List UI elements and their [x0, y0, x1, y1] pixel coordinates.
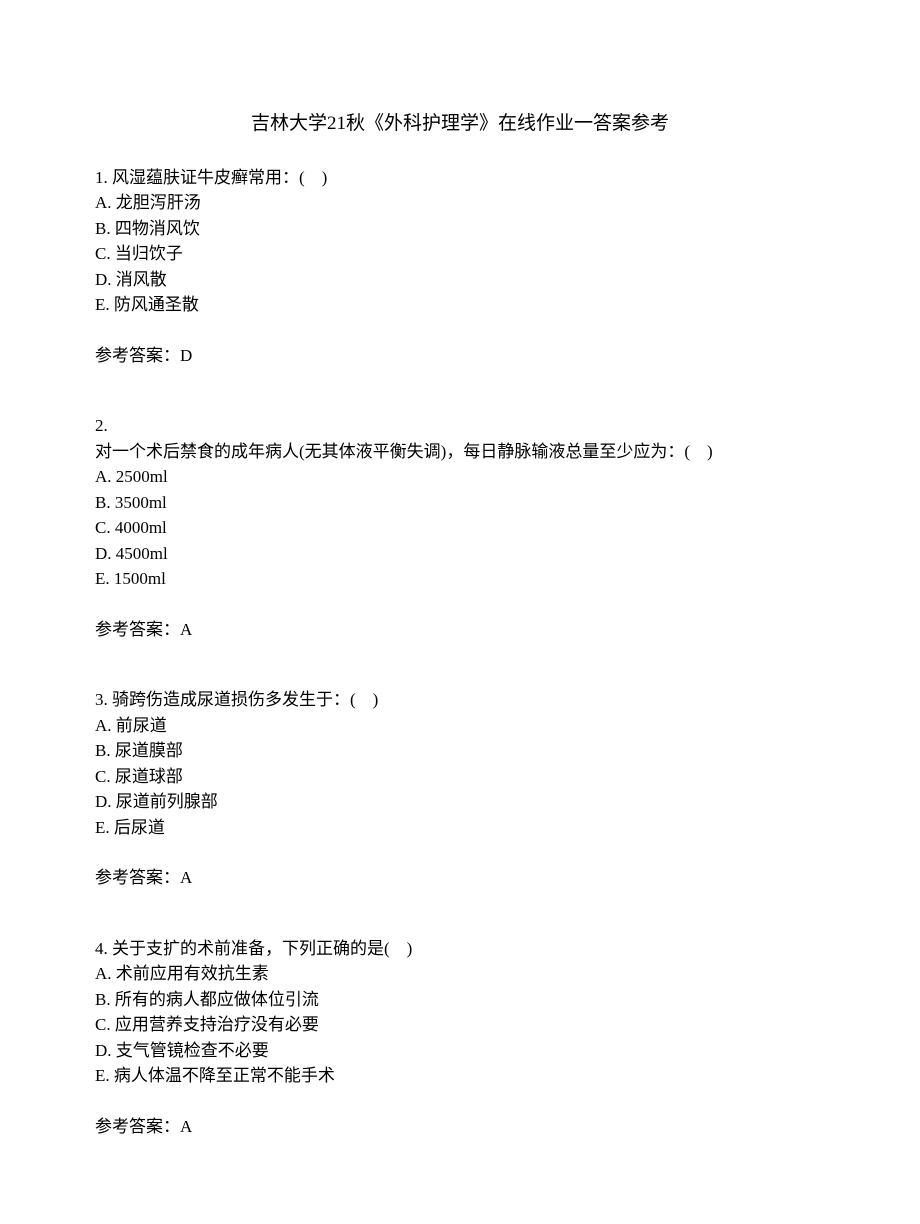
option-c: C. 当归饮子: [95, 241, 825, 267]
question-block-2: 2. 对一个术后禁食的成年病人(无其体液平衡失调)，每日静脉输液总量至少应为：(…: [95, 413, 825, 642]
question-stem: 1. 风湿蕴肤证牛皮癣常用：( ): [95, 165, 825, 191]
option-a: A. 前尿道: [95, 713, 825, 739]
option-e: E. 1500ml: [95, 566, 825, 592]
question-block-1: 1. 风湿蕴肤证牛皮癣常用：( ) A. 龙胆泻肝汤 B. 四物消风饮 C. 当…: [95, 165, 825, 369]
option-e: E. 防风通圣散: [95, 292, 825, 318]
option-d: D. 消风散: [95, 267, 825, 293]
option-a: A. 术前应用有效抗生素: [95, 961, 825, 987]
question-block-4: 4. 关于支扩的术前准备，下列正确的是( ) A. 术前应用有效抗生素 B. 所…: [95, 936, 825, 1140]
option-c: C. 应用营养支持治疗没有必要: [95, 1012, 825, 1038]
question-block-3: 3. 骑跨伤造成尿道损伤多发生于：( ) A. 前尿道 B. 尿道膜部 C. 尿…: [95, 687, 825, 891]
option-b: B. 尿道膜部: [95, 738, 825, 764]
option-b: B. 四物消风饮: [95, 216, 825, 242]
question-stem: 4. 关于支扩的术前准备，下列正确的是( ): [95, 936, 825, 962]
option-e: E. 病人体温不降至正常不能手术: [95, 1063, 825, 1089]
option-b: B. 所有的病人都应做体位引流: [95, 987, 825, 1013]
question-text-content: 关于支扩的术前准备，下列正确的是( ): [112, 939, 412, 958]
document-title: 吉林大学21秋《外科护理学》在线作业一答案参考: [95, 108, 825, 135]
answer-reference: 参考答案：A: [95, 617, 825, 643]
option-c: C. 4000ml: [95, 515, 825, 541]
question-text-content: 骑跨伤造成尿道损伤多发生于：( ): [112, 690, 378, 709]
option-c: C. 尿道球部: [95, 764, 825, 790]
answer-reference: 参考答案：D: [95, 343, 825, 369]
question-number: 4.: [95, 939, 108, 958]
question-text-content: 风湿蕴肤证牛皮癣常用：( ): [112, 168, 327, 187]
option-d: D. 4500ml: [95, 541, 825, 567]
question-stem: 3. 骑跨伤造成尿道损伤多发生于：( ): [95, 687, 825, 713]
option-d: D. 尿道前列腺部: [95, 789, 825, 815]
answer-reference: 参考答案：A: [95, 865, 825, 891]
option-a: A. 龙胆泻肝汤: [95, 190, 825, 216]
option-d: D. 支气管镜检查不必要: [95, 1038, 825, 1064]
answer-reference: 参考答案：A: [95, 1114, 825, 1140]
option-b: B. 3500ml: [95, 490, 825, 516]
question-number: 1.: [95, 168, 108, 187]
page-container: 吉林大学21秋《外科护理学》在线作业一答案参考 1. 风湿蕴肤证牛皮癣常用：( …: [0, 0, 920, 1224]
question-stem: 对一个术后禁食的成年病人(无其体液平衡失调)，每日静脉输液总量至少应为：( ): [95, 439, 825, 465]
option-e: E. 后尿道: [95, 815, 825, 841]
option-a: A. 2500ml: [95, 464, 825, 490]
question-number: 2.: [95, 413, 825, 439]
question-number: 3.: [95, 690, 108, 709]
